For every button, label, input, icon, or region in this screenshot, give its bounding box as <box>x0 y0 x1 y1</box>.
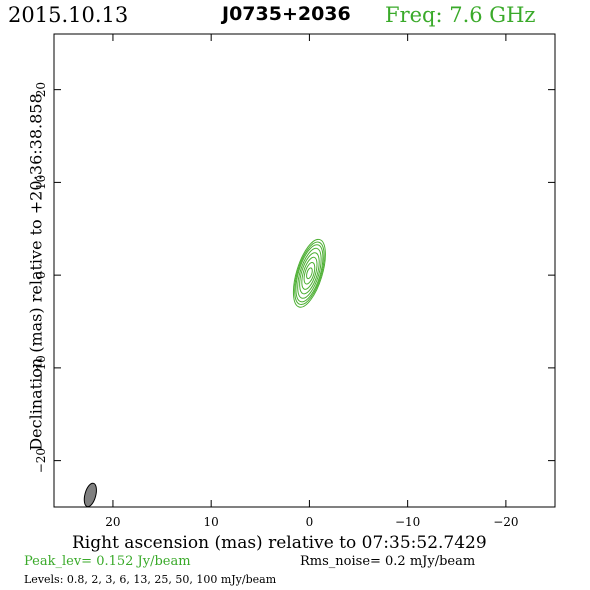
x-tick-label: 20 <box>105 515 120 529</box>
y-tick-label: −20 <box>34 448 48 473</box>
date-label: 2015.10.13 <box>8 3 129 27</box>
peak-level: Peak_lev= 0.152 Jy/beam <box>24 554 191 569</box>
plot-frame <box>53 33 556 508</box>
y-tick-label: 10 <box>34 175 48 190</box>
beam-ellipse <box>83 482 97 508</box>
x-tick-label: −10 <box>395 515 420 529</box>
contour-level <box>301 256 318 290</box>
contour-level <box>295 244 324 303</box>
x-tick-label: 0 <box>306 515 314 529</box>
y-tick-label: −10 <box>34 355 48 380</box>
y-axis-label: Declination (mas) relative to +20:36:38.… <box>26 93 46 451</box>
axis-ticks: 20 10 0 −10 −20 20 10 0 −10 −20 <box>34 34 555 529</box>
source-name: J0735+2036 <box>222 3 351 25</box>
contour-level <box>303 262 316 285</box>
frequency-label: Freq: 7.6 GHz <box>385 3 536 27</box>
contour-levels: Levels: 0.8, 2, 3, 6, 13, 25, 50, 100 mJ… <box>24 573 277 586</box>
contour-level <box>292 238 326 308</box>
rms-noise: Rms_noise= 0.2 mJy/beam <box>300 554 476 569</box>
x-tick-label: −20 <box>493 515 518 529</box>
contour-level <box>297 247 322 299</box>
x-axis-label: Right ascension (mas) relative to 07:35:… <box>72 533 487 553</box>
contour-level <box>306 267 313 280</box>
contour-level <box>294 241 325 306</box>
source-contours <box>292 238 326 308</box>
y-tick-label: 0 <box>34 271 48 279</box>
contour-level <box>299 252 320 295</box>
beam-ellipse-group <box>83 482 97 508</box>
x-tick-label: 10 <box>204 515 219 529</box>
y-tick-label: 20 <box>34 82 48 97</box>
